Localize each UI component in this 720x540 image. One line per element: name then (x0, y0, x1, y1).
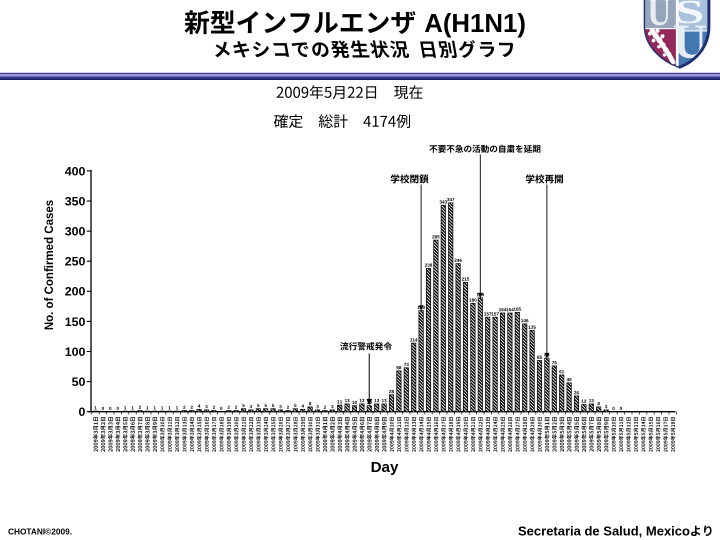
svg-text:350: 350 (65, 194, 86, 208)
svg-text:0: 0 (78, 405, 85, 419)
svg-text:150: 150 (65, 315, 86, 329)
svg-text:300: 300 (65, 225, 86, 239)
svg-text:CHOTANI©2009.: CHOTANI©2009. (8, 526, 72, 536)
svg-text:A(H1N1): A(H1N1) (424, 10, 526, 38)
svg-text:400: 400 (65, 164, 86, 178)
svg-text:Secretaria de Salud, Mexico: Secretaria de Salud, Mexico (518, 523, 690, 538)
svg-text:200: 200 (65, 285, 86, 299)
svg-text:No. of Confirmed Cases: No. of Confirmed Cases (44, 200, 56, 330)
svg-text:Day: Day (371, 459, 399, 476)
svg-text:250: 250 (65, 255, 86, 269)
svg-text:100: 100 (65, 345, 86, 359)
svg-text:50: 50 (72, 375, 86, 389)
